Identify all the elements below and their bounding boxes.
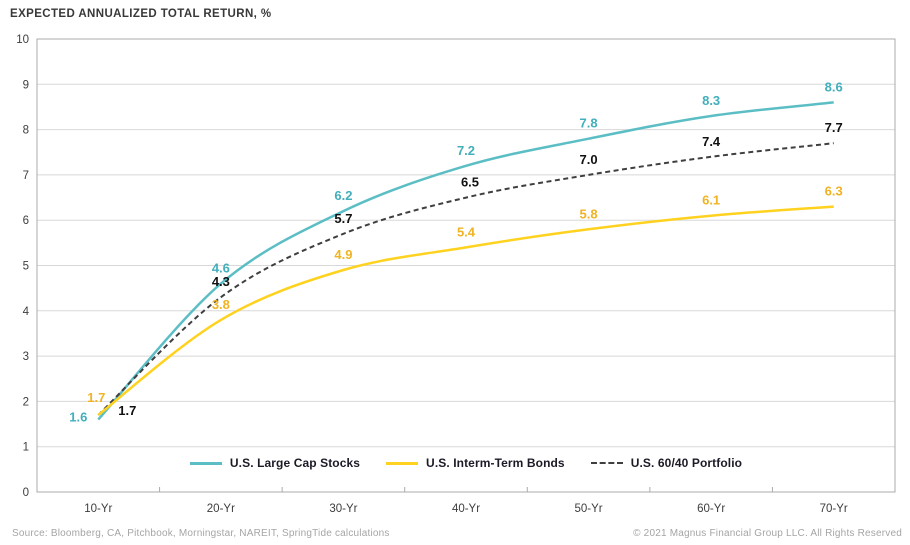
svg-text:60-Yr: 60-Yr: [697, 503, 725, 515]
svg-text:20-Yr: 20-Yr: [207, 503, 235, 515]
x-axis-labels: 10-Yr 20-Yr 30-Yr 40-Yr 50-Yr 60-Yr 70-Yr: [84, 503, 848, 515]
series-line-2: [97, 142, 834, 416]
svg-text:70-Yr: 70-Yr: [820, 503, 848, 515]
series-point-labels-0: 1.6 4.6 6.2 7.2 7.8 8.3 8.6: [69, 79, 843, 424]
legend-label-interm-term-bonds: U.S. Interm-Term Bonds: [426, 456, 565, 470]
svg-text:3: 3: [23, 351, 29, 363]
svg-text:1: 1: [23, 442, 29, 454]
svg-text:8: 8: [23, 125, 29, 137]
legend-label-large-cap-stocks: U.S. Large Cap Stocks: [229, 456, 361, 470]
svg-text:5.7: 5.7: [334, 211, 352, 226]
svg-text:10: 10: [16, 34, 29, 46]
series-line-0: [97, 101, 834, 421]
svg-text:3.8: 3.8: [212, 297, 230, 312]
svg-text:6.2: 6.2: [334, 188, 352, 203]
legend-item-60-40-portfolio: U.S. 60/40 Portfolio: [590, 456, 743, 470]
svg-text:9: 9: [23, 79, 29, 91]
svg-text:30-Yr: 30-Yr: [329, 503, 357, 515]
svg-text:6: 6: [23, 215, 29, 227]
chart-title: EXPECTED ANNUALIZED TOTAL RETURN, %: [10, 8, 272, 20]
legend-line-sample-teal: [189, 461, 222, 465]
svg-text:4.3: 4.3: [212, 274, 230, 289]
gridlines: [37, 83, 895, 448]
svg-text:8.3: 8.3: [702, 93, 720, 108]
svg-text:6.1: 6.1: [702, 193, 720, 208]
svg-text:6.3: 6.3: [825, 184, 843, 199]
series-point-labels-2: 1.7 4.3 5.7 6.5 7.0 7.4 7.7: [118, 120, 843, 418]
svg-text:7: 7: [23, 170, 29, 182]
svg-text:2: 2: [23, 396, 29, 408]
svg-text:5.4: 5.4: [457, 224, 476, 239]
svg-text:50-Yr: 50-Yr: [575, 503, 603, 515]
svg-text:4.9: 4.9: [334, 247, 352, 262]
svg-text:7.7: 7.7: [825, 120, 843, 135]
legend-item-large-cap-stocks: U.S. Large Cap Stocks: [189, 456, 361, 470]
svg-text:7.4: 7.4: [702, 134, 721, 149]
svg-text:1.6: 1.6: [69, 410, 87, 425]
svg-text:7.0: 7.0: [580, 152, 598, 167]
copyright-note: © 2021 Magnus Financial Group LLC. All R…: [633, 528, 902, 539]
svg-text:1.7: 1.7: [87, 390, 105, 405]
svg-text:5: 5: [23, 261, 29, 273]
y-axis-labels: 0 1 2 3 4 5 6 7 8 9 10: [16, 34, 29, 499]
svg-text:10-Yr: 10-Yr: [84, 503, 112, 515]
plot-border: [36, 38, 896, 493]
legend-line-sample-dashed: [590, 462, 623, 464]
svg-text:6.5: 6.5: [461, 175, 479, 190]
legend-line-sample-yellow: [386, 461, 419, 465]
series-point-labels-1: 1.7 3.8 4.9 5.4 5.8 6.1 6.3: [87, 184, 843, 405]
legend: U.S. Large Cap Stocks U.S. Interm-Term B…: [37, 455, 895, 471]
x-axis-ticks: [159, 487, 773, 492]
svg-text:0: 0: [23, 487, 29, 499]
legend-label-60-40-portfolio: U.S. 60/40 Portfolio: [630, 456, 743, 470]
legend-item-interm-term-bonds: U.S. Interm-Term Bonds: [386, 456, 565, 470]
svg-text:7.8: 7.8: [580, 116, 598, 131]
svg-text:4: 4: [23, 306, 30, 318]
svg-text:1.7: 1.7: [118, 403, 136, 418]
series-line-1: [97, 205, 834, 416]
svg-text:40-Yr: 40-Yr: [452, 503, 480, 515]
svg-text:8.6: 8.6: [825, 79, 843, 94]
svg-text:4.6: 4.6: [212, 261, 230, 276]
source-note: Source: Bloomberg, CA, Pitchbook, Mornin…: [12, 528, 390, 539]
svg-text:5.8: 5.8: [580, 206, 598, 221]
svg-text:7.2: 7.2: [457, 143, 475, 158]
